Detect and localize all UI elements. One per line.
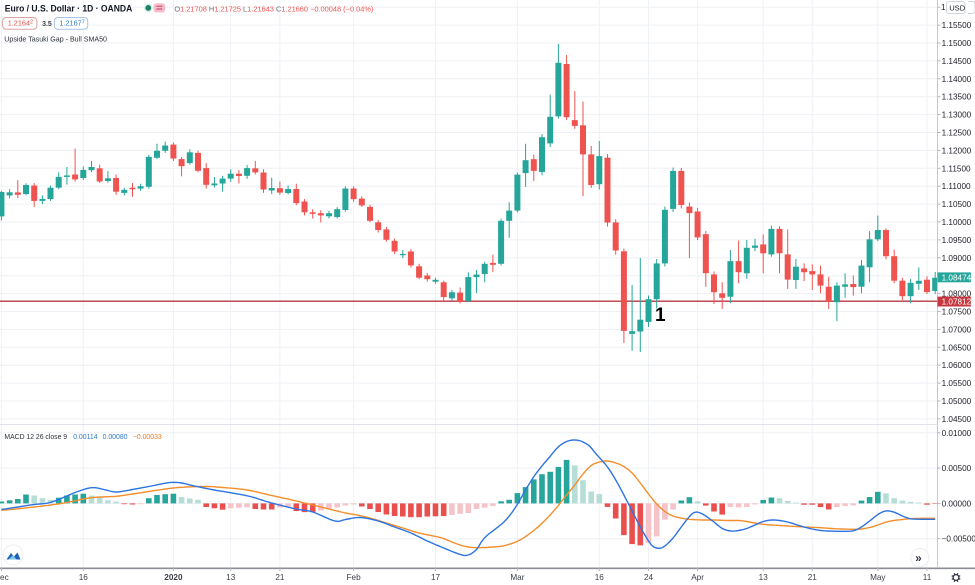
svg-text:MACD 12 26 close 9: MACD 12 26 close 9 [4,434,67,441]
svg-text:0.00500: 0.00500 [942,464,972,473]
svg-text:1.10000: 1.10000 [942,218,972,227]
svg-text:1.07812: 1.07812 [942,298,972,307]
svg-text:1.: 1. [941,3,948,12]
svg-text:16: 16 [79,573,89,582]
svg-text:16: 16 [595,573,605,582]
svg-text:1.07000: 1.07000 [942,325,972,334]
svg-text:1.04500: 1.04500 [942,415,972,424]
svg-text:0.00114: 0.00114 [73,434,98,441]
svg-text:Feb: Feb [347,573,362,582]
svg-text:1.13000: 1.13000 [942,111,972,120]
svg-text:Dec: Dec [0,573,9,582]
svg-text:May: May [870,573,886,582]
svg-text:0.00080: 0.00080 [103,434,128,441]
svg-text:1.06000: 1.06000 [942,361,972,370]
svg-text:1.11000: 1.11000 [942,182,971,191]
svg-text:Upside Tasuki Gap - Bull SMA50: Upside Tasuki Gap - Bull SMA50 [4,35,107,44]
svg-text:1.21642: 1.21642 [8,19,33,28]
svg-text:1.08474: 1.08474 [942,273,972,282]
svg-text:−0.00500: −0.00500 [942,535,975,544]
svg-text:1.05500: 1.05500 [942,379,972,388]
svg-text:»: » [915,553,921,565]
svg-text:1.08000: 1.08000 [942,290,972,299]
svg-text:1.07500: 1.07500 [942,308,972,317]
svg-text:3.5: 3.5 [42,21,52,28]
svg-text:1.12500: 1.12500 [942,129,972,138]
svg-text:1.14500: 1.14500 [942,57,972,66]
svg-text:1.09500: 1.09500 [942,236,972,245]
svg-text:1.15000: 1.15000 [942,39,972,48]
svg-text:Mar: Mar [510,573,524,582]
svg-text:USD: USD [949,4,966,13]
svg-text:0.00000: 0.00000 [942,499,972,508]
svg-text:1.06500: 1.06500 [942,343,972,352]
svg-text:Euro / U.S. Dollar · 1D · OAND: Euro / U.S. Dollar · 1D · OANDA [5,3,133,14]
svg-text:Apr: Apr [691,573,704,582]
svg-text:11: 11 [923,573,932,582]
svg-text:13: 13 [759,573,769,582]
svg-text:2020: 2020 [164,573,183,582]
svg-text:0.01000: 0.01000 [942,429,972,438]
svg-text:O1.21708 H1.21725 L1.21643 C1.: O1.21708 H1.21725 L1.21643 C1.21660 −0.0… [174,4,373,13]
svg-text:1.09000: 1.09000 [942,254,972,263]
svg-text:21: 21 [275,573,285,582]
svg-text:−0.00033: −0.00033 [133,434,162,441]
svg-text:21: 21 [808,573,818,582]
svg-text:1.21677: 1.21677 [59,19,84,28]
svg-text:24: 24 [644,573,654,582]
svg-text:1.10500: 1.10500 [942,200,972,209]
svg-text:1.14000: 1.14000 [942,75,972,84]
svg-text:1.05000: 1.05000 [942,397,972,406]
svg-text:1: 1 [655,305,666,326]
svg-text:1.15500: 1.15500 [942,21,972,30]
svg-text:1.13500: 1.13500 [942,93,972,102]
svg-text:17: 17 [431,573,441,582]
svg-text:1.11500: 1.11500 [942,164,971,173]
svg-text:1.12000: 1.12000 [942,146,972,155]
svg-text:13: 13 [226,573,236,582]
